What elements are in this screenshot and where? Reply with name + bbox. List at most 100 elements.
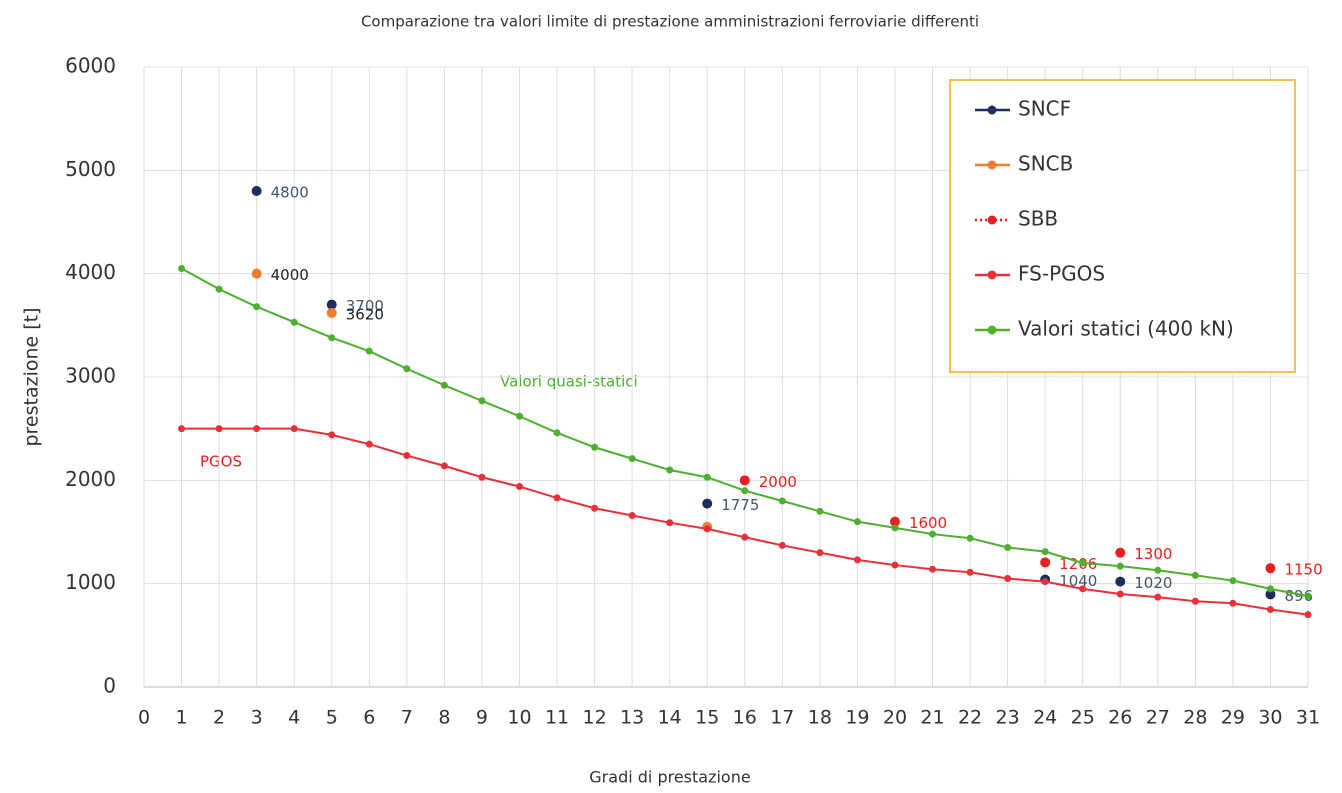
point [1115,547,1126,558]
x-tick-label: 28 [1183,707,1207,729]
point [703,525,711,533]
point [251,268,262,279]
point [929,530,937,538]
x-tick-label: 30 [1258,707,1282,729]
y-tick-label: 4000 [65,260,116,284]
x-tick-label: 31 [1296,707,1320,729]
point [703,473,711,481]
point [1040,557,1051,568]
x-tick-label: 25 [1071,707,1095,729]
point [1191,597,1199,605]
point [326,307,337,318]
point [891,524,899,532]
point [816,549,824,557]
point [440,381,448,389]
x-tick-label: 0 [138,707,150,729]
point [966,534,974,542]
point [1004,575,1012,582]
x-tick-label: 7 [401,707,413,729]
point [1041,578,1049,586]
x-tick-label: 24 [1033,707,1057,729]
data-label: 3700 [346,297,384,315]
point [326,299,337,310]
point [1041,548,1049,556]
x-tick-label: 13 [620,707,644,729]
legend-box [949,79,1296,373]
point [929,565,937,573]
point [403,365,411,373]
x-tick-label: 17 [770,707,794,729]
x-tick-label: 20 [883,707,907,729]
x-tick-label: 26 [1108,707,1132,729]
point [702,498,713,509]
x-tick-label: 16 [733,707,757,729]
x-tick-label: 15 [695,707,719,729]
x-tick-label: 12 [582,707,606,729]
point [1115,576,1126,587]
point [816,507,824,515]
point [628,511,636,519]
point [553,494,561,502]
point [328,431,336,439]
x-tick-label: 3 [251,707,263,729]
point [253,425,261,433]
x-tick-label: 21 [920,707,944,729]
point [1266,606,1274,613]
x-tick-label: 14 [658,707,682,729]
legend-label: SNCB [1018,152,1073,176]
point [741,487,749,495]
data-label: 1600 [909,514,947,532]
point [515,483,523,491]
point [365,440,373,448]
point [440,462,448,470]
point [215,425,223,433]
legend-marker [987,215,997,225]
x-tick-label: 1 [176,707,188,729]
x-tick-label: 29 [1221,707,1245,729]
point [1229,599,1237,607]
y-tick-label: 5000 [65,157,116,181]
data-label: 1150 [1284,561,1322,579]
point [591,443,599,451]
x-tick-label: 8 [438,707,450,729]
data-label: 1020 [1134,574,1172,592]
legend-label: SNCF [1018,97,1071,121]
data-label: 2000 [759,473,797,491]
point [478,397,486,405]
legend-label: FS-PGOS [1018,262,1105,286]
point [628,455,636,463]
point [478,473,486,481]
data-label: 3620 [346,305,384,323]
point [778,497,786,505]
point [1154,593,1162,601]
point [1229,577,1237,585]
legend-marker [987,105,997,115]
point [739,475,750,486]
point [215,285,223,293]
legend-label: Valori statici (400 kN) [1018,317,1234,341]
x-tick-label: 2 [213,707,225,729]
point [666,519,674,527]
annotation: Valori quasi-statici [500,373,638,391]
point [403,452,411,460]
annotation: PGOS [200,453,242,471]
point [365,347,373,355]
point [891,561,899,569]
y-tick-label: 3000 [65,364,116,388]
y-tick-label: 0 [103,674,116,698]
data-label: 1775 [721,496,759,514]
x-tick-label: 9 [476,707,488,729]
x-tick-label: 4 [288,707,300,729]
point [889,516,900,527]
point [1265,589,1276,600]
point [1265,563,1276,574]
legend-marker [987,270,997,280]
x-tick-label: 22 [958,707,982,729]
legend-label: SBB [1018,207,1058,231]
point [853,518,861,526]
point [1116,562,1124,570]
y-tick-label: 1000 [65,570,116,594]
point [778,541,786,549]
data-label: 896 [1284,587,1313,605]
